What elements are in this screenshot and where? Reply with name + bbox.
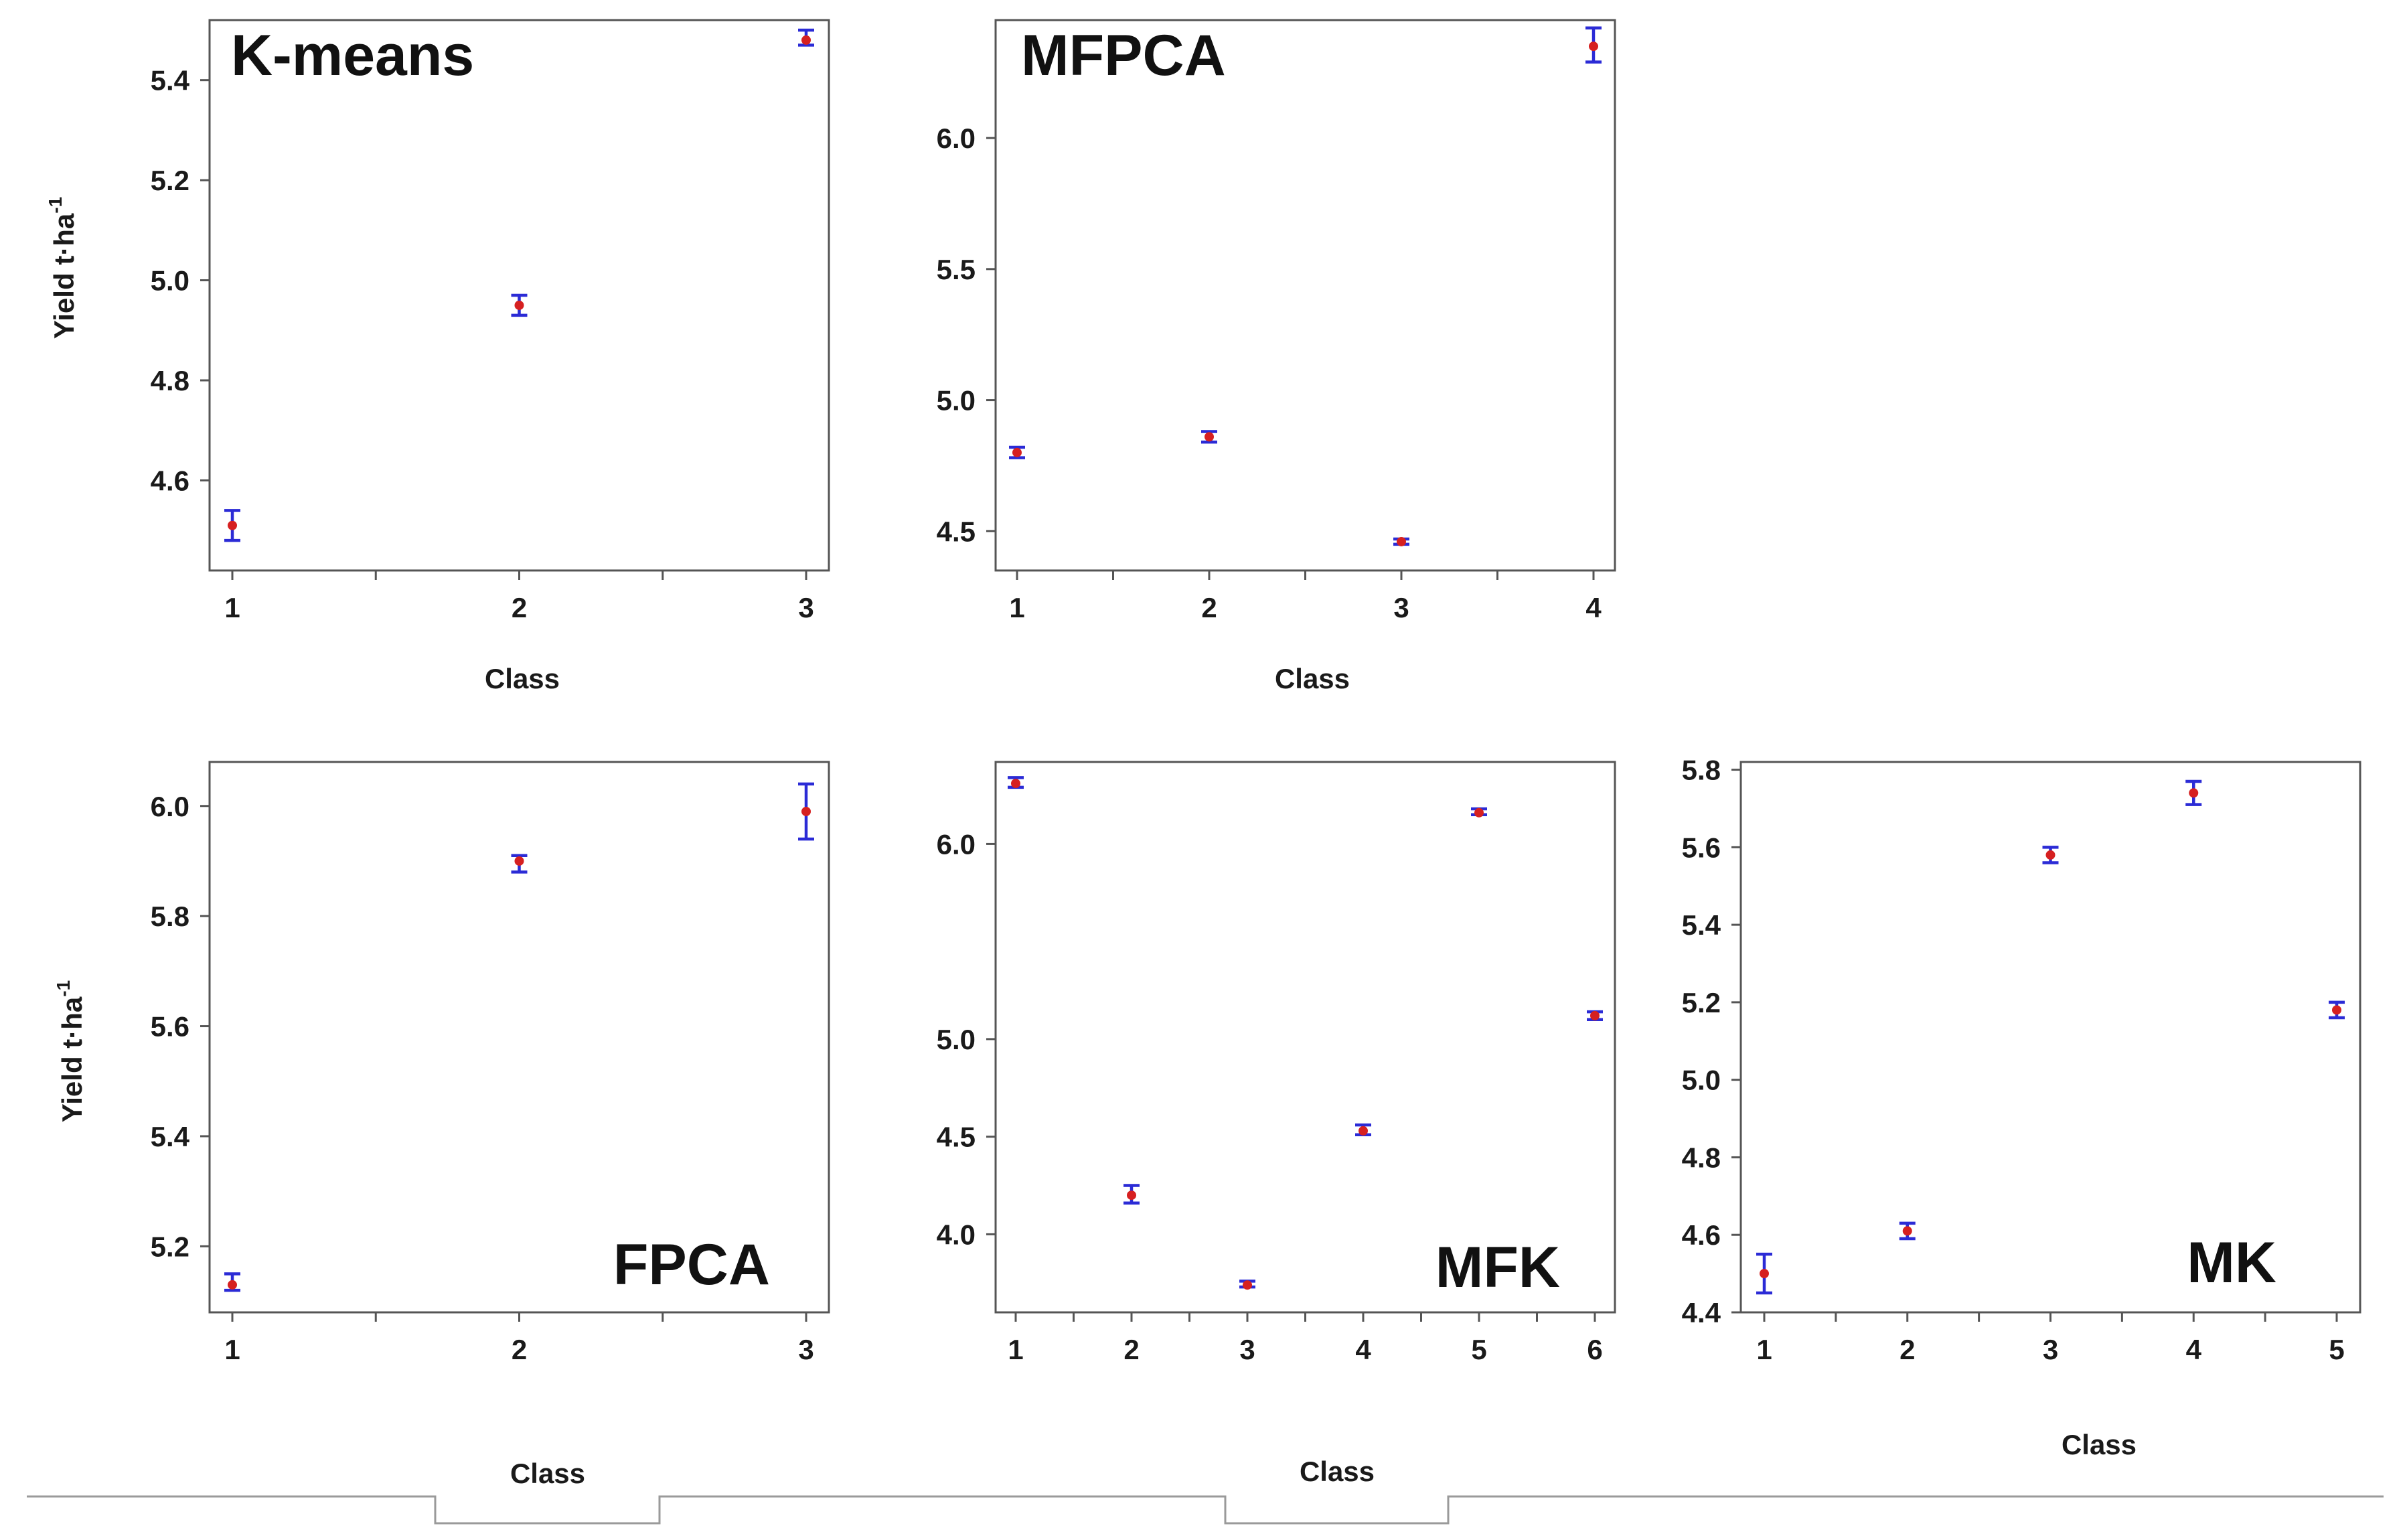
data-point [1011, 779, 1020, 789]
data-point [1474, 807, 1484, 818]
y-tick-label: 5.2 [1682, 987, 1721, 1018]
data-point [801, 35, 811, 45]
panel-title: MFPCA [1021, 23, 1226, 88]
chart-mfk: 1 2 3 4 5 6 4.0 4.5 5.0 6.0 MFK Class [937, 761, 1616, 1487]
data-point [801, 806, 811, 816]
data-point [1590, 1010, 1600, 1020]
y-tick-label: 6.0 [151, 791, 189, 822]
y-tick-label: 5.0 [937, 385, 976, 416]
x-axis-label: Class [2062, 1429, 2137, 1460]
y-tick-label: 4.6 [151, 465, 189, 496]
x-tick-label: 3 [1239, 1334, 1255, 1365]
chart-mfpca: 1 2 3 4 4.5 5.0 5.5 6.0 MFPCA Class [937, 19, 1616, 694]
y-tick-label: 4.8 [1682, 1142, 1721, 1173]
data-point [2045, 850, 2055, 860]
x-tick-label: 3 [798, 1334, 813, 1365]
y-tick-label: 4.6 [1682, 1219, 1721, 1251]
x-tick-label: 1 [224, 1334, 240, 1365]
y-tick-label: 6.0 [937, 828, 976, 860]
x-tick-label: 6 [1587, 1334, 1602, 1365]
x-tick-label: 2 [512, 1334, 527, 1365]
y-tick-label: 4.0 [937, 1219, 976, 1250]
x-tick-label: 5 [2329, 1334, 2344, 1365]
x-axis-label: Class [1275, 663, 1350, 694]
y-tick-label: 4.8 [151, 365, 189, 396]
data-point [1127, 1190, 1136, 1201]
x-axis-label: Class [1300, 1456, 1375, 1487]
data-point [228, 1280, 237, 1290]
y-tick-label: 5.2 [151, 165, 189, 196]
y-tick-label: 4.5 [937, 1122, 976, 1153]
data-point [1902, 1226, 1912, 1236]
x-tick-label: 4 [1585, 592, 1602, 623]
y-tick-label: 5.8 [151, 901, 189, 932]
panel-title: MK [2187, 1231, 2276, 1295]
chart-k-means: 1 2 3 4.6 4.8 5.0 5.2 5.4 K-means Class Yield t·ha… [45, 19, 830, 694]
x-tick-label: 3 [1393, 592, 1409, 623]
x-tick-label: 3 [798, 592, 813, 623]
data-point [514, 856, 524, 866]
panel-title: K-means [231, 23, 474, 88]
plot-frame [994, 761, 1616, 1314]
y-tick-label: 5.0 [937, 1024, 976, 1055]
y-tick-label: 5.5 [937, 254, 976, 285]
y-tick-label: 5.4 [1682, 909, 1721, 941]
x-tick-label: 3 [2043, 1334, 2058, 1365]
data-point [1205, 432, 1214, 442]
data-point [1359, 1126, 1368, 1136]
y-tick-label: 5.2 [151, 1231, 189, 1262]
y-tick-label: 5.4 [151, 1121, 190, 1152]
panel-title: MFK [1436, 1235, 1560, 1300]
x-tick-label: 1 [1009, 592, 1024, 623]
data-point [2189, 788, 2199, 798]
data-point [1243, 1280, 1252, 1290]
x-tick-label: 1 [224, 592, 240, 623]
bottom-strip-line [27, 1495, 2384, 1525]
x-tick-label: 1 [1008, 1334, 1023, 1365]
y-tick-label: 5.8 [1682, 755, 1721, 786]
y-tick-label: 4.5 [937, 516, 976, 547]
data-point [1397, 536, 1406, 546]
plot-frame [1739, 761, 2361, 1314]
y-tick-label: 5.4 [151, 65, 190, 96]
x-tick-label: 2 [1201, 592, 1217, 623]
y-tick-label: 6.0 [937, 123, 976, 154]
x-tick-label: 2 [1899, 1334, 1915, 1365]
panel-title: FPCA [613, 1233, 770, 1297]
x-tick-label: 2 [1123, 1334, 1139, 1365]
y-tick-label: 5.6 [1682, 832, 1721, 863]
y-tick-label: 5.6 [151, 1011, 189, 1043]
y-axis-label: Yield t·ha-1 [53, 980, 88, 1122]
x-axis-label: Class [510, 1458, 585, 1489]
x-tick-label: 2 [512, 592, 527, 623]
x-axis-label: Class [485, 663, 560, 694]
x-tick-label: 4 [1355, 1334, 1371, 1365]
chart-mk: 1 2 3 4 5 4.4 4.6 4.8 5.0 5.2 5.4 5.6 5.8 MK Class [1682, 755, 2361, 1460]
y-tick-label: 5.0 [1682, 1065, 1721, 1096]
x-tick-label: 1 [1756, 1334, 1772, 1365]
data-point [2332, 1005, 2341, 1015]
y-axis-label: Yield t·ha-1 [45, 197, 80, 339]
data-point [228, 520, 237, 530]
data-point [514, 300, 524, 310]
y-tick-label: 4.4 [1682, 1297, 1721, 1328]
plot-frame [994, 19, 1616, 572]
chart-panels: 1 2 3 4.6 4.8 5.0 5.2 5.4 K-means Class Yield t·ha… [45, 19, 2361, 1489]
plot-frame [208, 761, 830, 1314]
x-tick-label: 4 [2186, 1334, 2202, 1365]
x-tick-label: 5 [1471, 1334, 1486, 1365]
data-point [1012, 447, 1022, 457]
data-point [1760, 1269, 1769, 1279]
y-tick-label: 5.0 [151, 265, 189, 297]
chart-fpca: 1 2 3 5.2 5.4 5.6 5.8 6.0 FPCA Class Yield t·ha-1 [53, 761, 830, 1489]
data-point [1589, 42, 1598, 52]
